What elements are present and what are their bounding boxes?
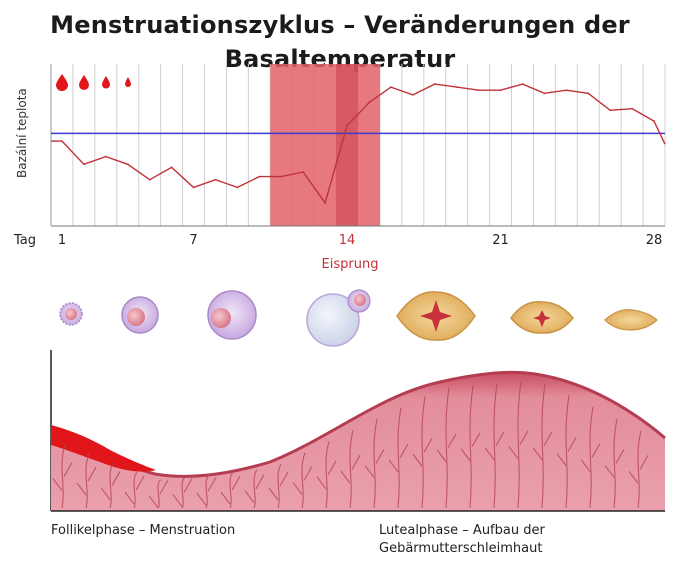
temperature-point bbox=[411, 93, 414, 96]
temperature-point bbox=[389, 86, 392, 89]
temperature-curve bbox=[51, 83, 666, 205]
endometrium-diagram bbox=[50, 350, 666, 512]
temperature-point bbox=[368, 101, 370, 104]
ovulating-follicle-icon bbox=[306, 289, 371, 347]
blood-vessel bbox=[316, 441, 337, 509]
follicle-development-row bbox=[59, 289, 658, 347]
x-axis-prefix: Tag bbox=[13, 233, 36, 248]
blood-drop-icon bbox=[56, 74, 68, 91]
luteal-phase-label-line-1: Lutealphase – Aufbau der bbox=[379, 523, 545, 538]
temperature-point bbox=[258, 175, 261, 178]
ovulation-label: Eisprung bbox=[322, 257, 379, 272]
blood-vessel bbox=[292, 452, 313, 509]
tertiary-follicle-icon bbox=[207, 290, 257, 340]
corpus-luteum-icon bbox=[396, 291, 476, 341]
blood-vessel bbox=[52, 444, 73, 509]
blood-vessel bbox=[268, 463, 289, 509]
blood-vessel bbox=[76, 453, 97, 509]
blood-vessel bbox=[580, 406, 601, 509]
endometrium-layer bbox=[51, 372, 665, 511]
temperature-point bbox=[170, 166, 173, 169]
luteal-phase-label: Lutealphase – Aufbau der Gebärmutterschl… bbox=[379, 522, 545, 558]
secondary-follicle-icon bbox=[121, 296, 159, 334]
temperature-point bbox=[499, 89, 502, 92]
blood-vessel bbox=[388, 407, 409, 509]
title-line-1: Menstruationszyklus – Veränderungen der bbox=[50, 11, 630, 39]
blood-vessel bbox=[196, 474, 217, 509]
primary-follicle-icon bbox=[59, 302, 83, 326]
temperature-point bbox=[104, 155, 107, 158]
x-tick-label: 28 bbox=[646, 233, 663, 248]
endometrium-surface bbox=[50, 370, 666, 478]
temperature-point bbox=[433, 83, 436, 85]
blood-vessel bbox=[532, 383, 553, 509]
temperature-point bbox=[565, 89, 568, 92]
temperature-point bbox=[477, 89, 480, 92]
blood-vessel bbox=[244, 469, 265, 509]
temperature-points bbox=[61, 83, 655, 204]
blood-vessel bbox=[124, 471, 145, 509]
x-tick-label: 7 bbox=[189, 233, 197, 248]
x-tick-label: 21 bbox=[492, 233, 509, 248]
temperature-point bbox=[126, 163, 129, 166]
temperature-point bbox=[587, 92, 590, 95]
blood-vessel bbox=[340, 430, 361, 509]
blood-vessel bbox=[484, 383, 505, 509]
temperature-point bbox=[609, 109, 612, 112]
blood-vessels bbox=[52, 381, 649, 509]
corpus-albicans-icon bbox=[604, 309, 658, 331]
menstrual-blood bbox=[51, 425, 156, 472]
blood-vessel bbox=[508, 381, 529, 509]
temperature-point bbox=[192, 186, 195, 189]
temperature-point bbox=[324, 201, 327, 204]
temperature-point bbox=[346, 124, 348, 127]
blood-vessel bbox=[556, 395, 577, 509]
temperature-point bbox=[543, 92, 546, 95]
temperature-point bbox=[61, 140, 63, 143]
blood-drop-icon bbox=[125, 77, 131, 87]
temperature-point bbox=[521, 83, 524, 85]
blood-vessel bbox=[412, 396, 433, 509]
temperature-chart: Bazální teplota Tag 1 7 14 21 28 Eisprung bbox=[13, 64, 666, 272]
temperature-point bbox=[455, 86, 458, 89]
x-tick-labels: 1 7 14 21 28 bbox=[58, 233, 662, 248]
ovulation-day-highlight bbox=[336, 64, 358, 226]
blood-vessel bbox=[172, 476, 193, 509]
blood-vessel bbox=[148, 479, 169, 509]
blood-vessel bbox=[604, 418, 625, 509]
x-tick-label: 1 bbox=[58, 233, 66, 248]
y-axis-label: Bazální teplota bbox=[15, 88, 29, 178]
temperature-point bbox=[82, 163, 85, 166]
ovulation-band bbox=[270, 64, 380, 226]
blood-drop-icon bbox=[79, 75, 89, 90]
follicular-phase-label: Follikelphase – Menstruation bbox=[51, 523, 236, 538]
chart-title: Menstruationszyklus – Veränderungen der … bbox=[0, 8, 680, 76]
x-tick-label: 14 bbox=[339, 233, 356, 248]
blood-vessel bbox=[460, 385, 481, 509]
temperature-point bbox=[631, 107, 634, 110]
blood-vessel bbox=[220, 471, 241, 509]
temperature-point bbox=[214, 178, 217, 181]
blood-vessel bbox=[364, 418, 385, 509]
temperature-point bbox=[280, 175, 283, 178]
regressing-corpus-luteum-icon bbox=[510, 301, 574, 334]
luteal-phase-label-line-2: Gebärmutterschleimhaut bbox=[379, 541, 543, 556]
blood-vessel bbox=[628, 430, 649, 509]
temperature-point bbox=[236, 186, 239, 189]
temperature-point bbox=[302, 171, 305, 173]
blood-vessel bbox=[100, 462, 121, 509]
blood-drop-icon bbox=[102, 76, 110, 89]
temperature-point bbox=[653, 120, 655, 122]
blood-vessel bbox=[436, 387, 457, 509]
temperature-point bbox=[148, 178, 151, 181]
